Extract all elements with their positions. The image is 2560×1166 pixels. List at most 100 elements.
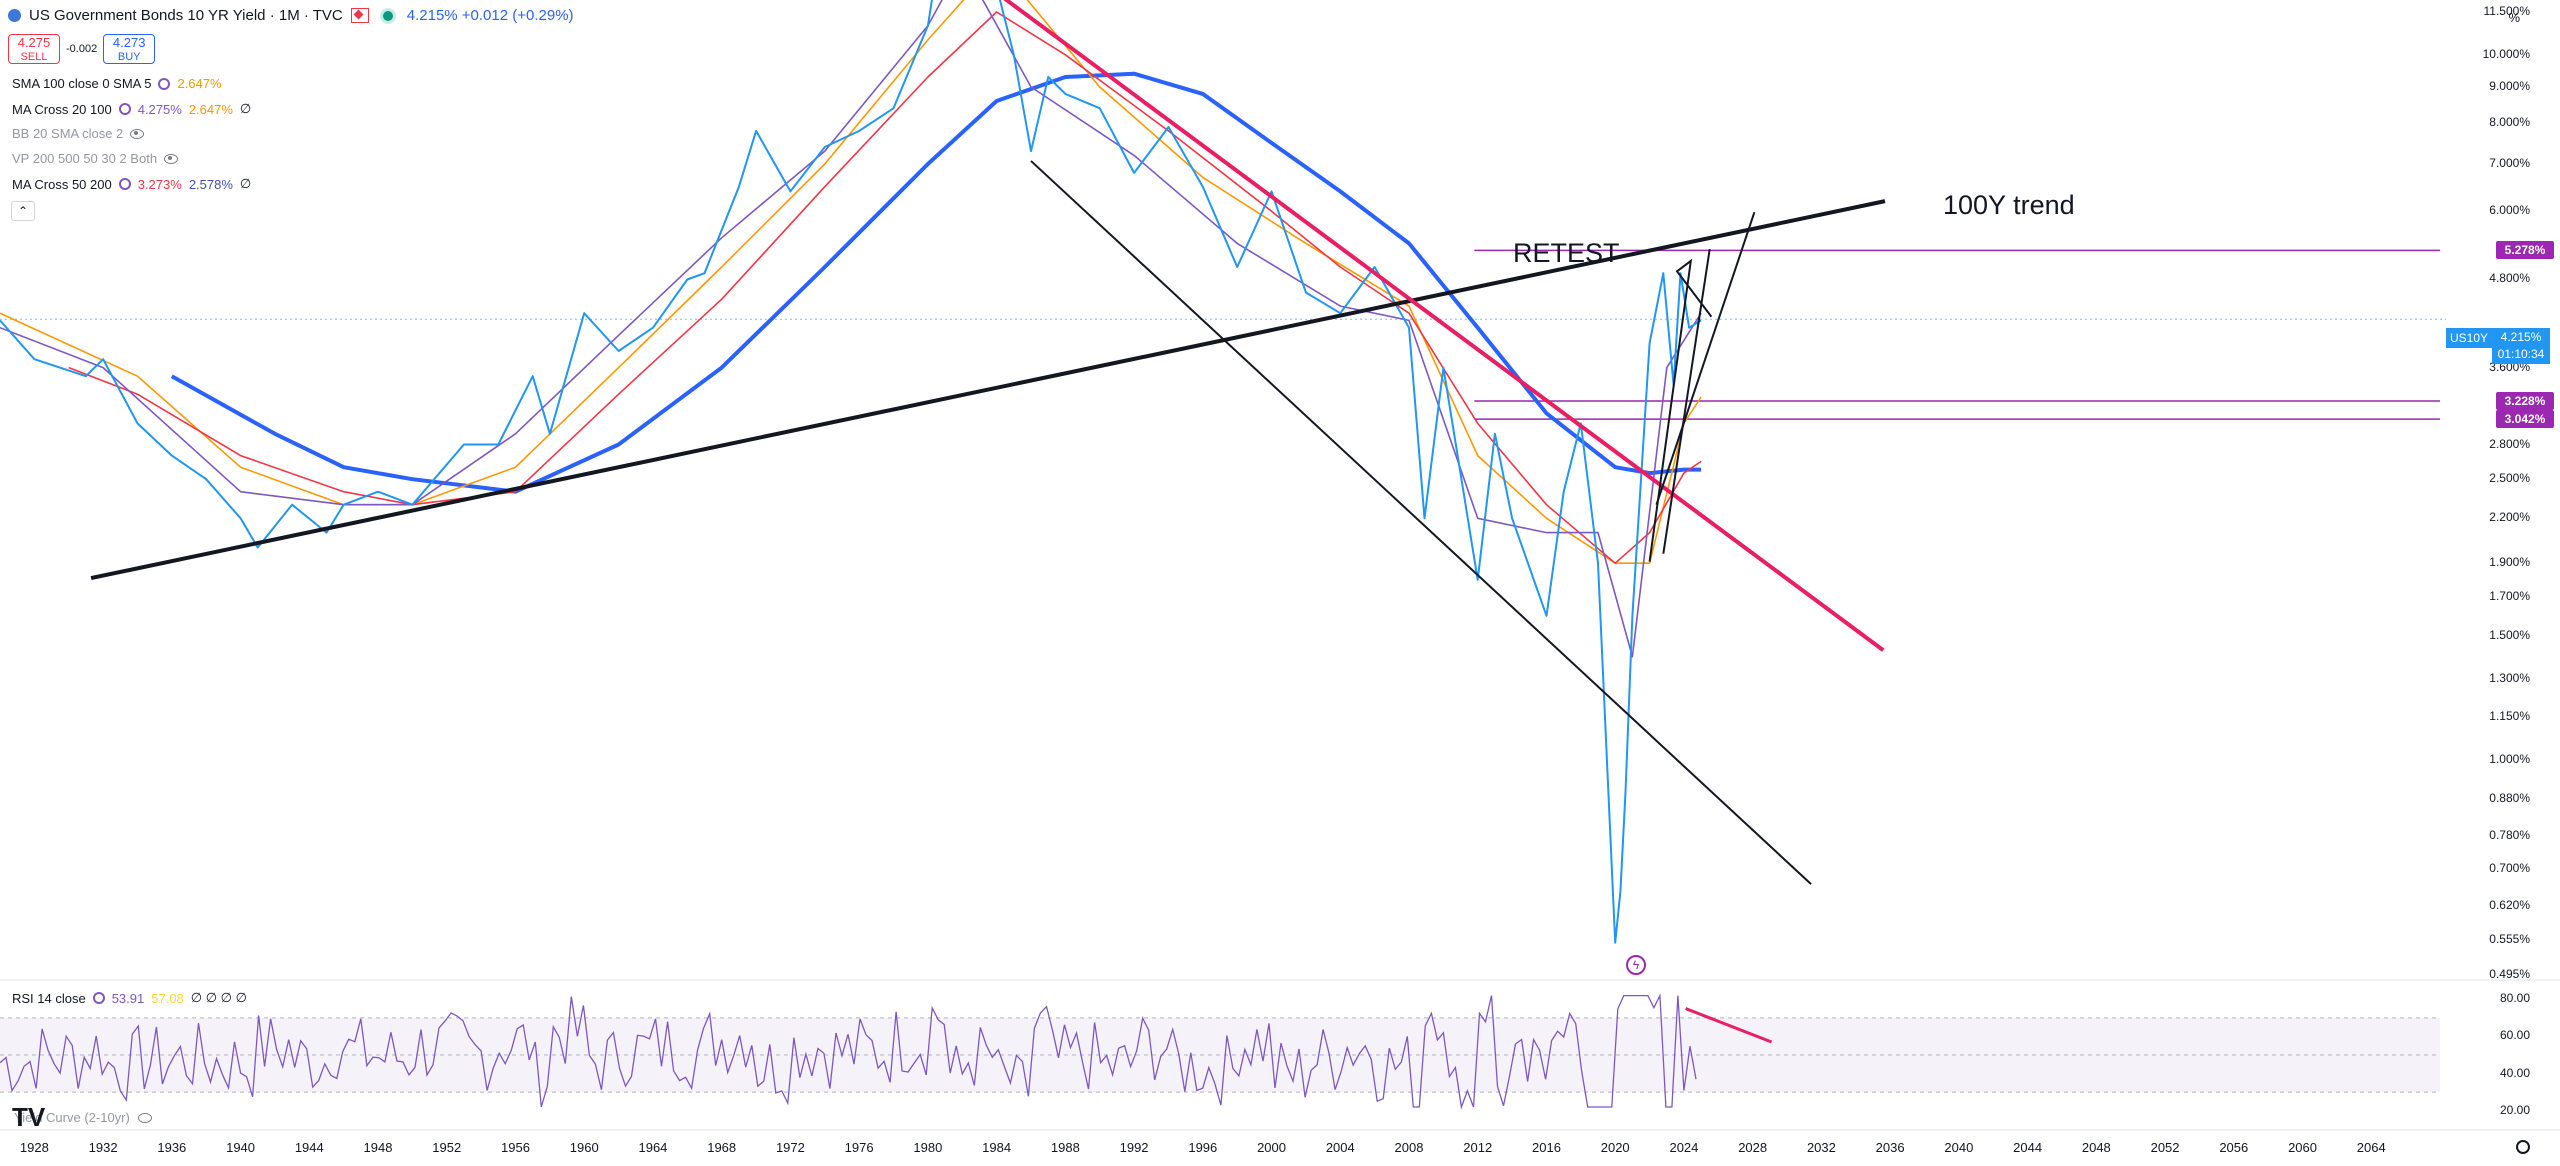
rsi-signal: 57.08 (151, 990, 184, 1006)
time-axis-label: 1972 (775, 1140, 805, 1155)
indicator-row[interactable]: VP 200 500 50 30 2 Both (12, 151, 179, 166)
sell-label: SELL (20, 51, 48, 63)
last-price-tag: US10Y 4.215% 01:10:34 (2446, 328, 2550, 364)
gear-icon[interactable] (2516, 1140, 2530, 1154)
time-axis-label: 2000 (1257, 1140, 1286, 1155)
price-axis-label: 0.620% (2489, 898, 2530, 913)
price-axis-label: 1.300% (2489, 671, 2530, 686)
time-axis-label: 2032 (1806, 1140, 1836, 1155)
time-axis-label: 1980 (913, 1140, 943, 1155)
source-icon[interactable] (158, 77, 171, 90)
time-axis-label: 2064 (2356, 1140, 2386, 1155)
time-axis-label: 2052 (2150, 1140, 2180, 1155)
symbol-icon (8, 9, 21, 22)
market-status-icon (382, 10, 393, 21)
price-axis-label: 0.495% (2489, 967, 2530, 981)
indicator-label: BB 20 SMA close 2 (12, 126, 124, 141)
rsi-label[interactable]: RSI 14 close (12, 990, 86, 1006)
series-line-ma-100 (68, 11, 1702, 565)
flag-icon[interactable] (350, 8, 369, 23)
time-axis-label: 1956 (501, 1140, 530, 1155)
indicator-value: 3.273% (137, 176, 182, 192)
indicator-label: MA Cross 50 200 (12, 176, 112, 192)
source-icon[interactable] (118, 103, 131, 115)
lightning-icon[interactable]: ϟ (1626, 955, 1646, 975)
rsi-extras: ∅ ∅ ∅ ∅ (190, 990, 247, 1005)
price-axis-label: 4.800% (2489, 271, 2530, 286)
time-axis-label: 1948 (363, 1140, 393, 1155)
rsi-axis-label: 20.00 (2499, 1102, 2530, 1117)
indicator-row[interactable]: MA Cross 50 200 3.273% 2.578% ∅ (12, 176, 251, 192)
eye-off-icon[interactable] (164, 153, 179, 164)
trade-panel: 4.275 SELL -0.002 4.273 BUY (8, 34, 156, 64)
series-line-ma-20 (0, 0, 1702, 658)
time-axis-label: 1936 (157, 1140, 187, 1155)
eye-off-icon[interactable] (130, 128, 145, 139)
time-axis-label: 1984 (982, 1140, 1012, 1155)
time-axis-label: 1932 (88, 1140, 118, 1155)
time-axis-label: 1988 (1050, 1140, 1080, 1155)
price-axis-label: 1.500% (2489, 627, 2530, 642)
retest-annotation[interactable]: RETEST (1513, 238, 1620, 268)
price-axis-label: 0.780% (2489, 827, 2530, 842)
yield-curve-label[interactable]: Yield Curve (2-10yr) (14, 1110, 130, 1125)
quote-change: 4.215% +0.012 (+0.29%) (406, 7, 574, 24)
time-axis-label: 2036 (1875, 1140, 1905, 1155)
indicator-label: VP 200 500 50 30 2 Both (12, 151, 158, 166)
trendline-downtrend (1003, 0, 1885, 652)
indicator-value: 2.578% (188, 176, 233, 192)
last-price-value: 4.215% (2500, 330, 2542, 344)
chart-header: US Government Bonds 10 YR Yield · 1M · T… (8, 7, 574, 24)
buy-button[interactable]: 4.273 BUY (103, 34, 156, 64)
rsi-axis-label: 60.00 (2499, 1028, 2530, 1043)
collapse-legend-button[interactable]: ⌃ (11, 201, 35, 221)
price-axis-label: 0.555% (2489, 931, 2530, 946)
indicator-value: 2.647% (177, 76, 222, 91)
time-axis-label: 2028 (1738, 1140, 1768, 1155)
indicator-row[interactable]: MA Cross 20 100 4.275% 2.647% ∅ (12, 101, 251, 117)
time-axis-label: 2056 (2219, 1140, 2249, 1155)
indicator-value: ∅ (239, 101, 252, 116)
price-axis-label: 1.000% (2489, 751, 2530, 766)
price-axis-label: 1.150% (2489, 708, 2530, 723)
price-axis-label: 0.700% (2489, 860, 2530, 875)
buy-price: 4.273 (112, 35, 146, 50)
grid (0, 249, 2560, 1131)
indicator-label: SMA 100 close 0 SMA 5 (12, 76, 152, 91)
level-price-tag: 3.228% (2496, 391, 2554, 410)
price-axis-label: 11.500% (2483, 4, 2530, 18)
indicator-row[interactable]: SMA 100 close 0 SMA 5 2.647% (12, 76, 222, 91)
buy-label: BUY (117, 51, 141, 63)
time-axis-label: 2004 (1325, 1140, 1355, 1155)
chart-title[interactable]: US Government Bonds 10 YR Yield · 1M · T… (29, 7, 343, 24)
rsi-pane (0, 993, 2440, 1110)
time-axis-label: 1952 (432, 1140, 462, 1155)
last-price-box: 4.215% 01:10:34 (2492, 328, 2550, 364)
eye-icon[interactable] (137, 1112, 152, 1123)
indicator-row[interactable]: BB 20 SMA close 2 (12, 126, 145, 141)
price-axis-label: 9.000% (2489, 79, 2530, 94)
time-axis-label: 2012 (1463, 1140, 1493, 1155)
retest-lines (1648, 258, 1713, 562)
price-axis-label: 10.000% (2482, 46, 2530, 61)
tradingview-logo: TV (12, 1102, 46, 1132)
time-axis-label: 1992 (1119, 1140, 1149, 1155)
price-axis-label: 8.000% (2489, 115, 2530, 130)
level-price-tag: 5.278% (2496, 241, 2554, 260)
time-axis-label: 1996 (1188, 1140, 1218, 1155)
indicator-value: ∅ (239, 176, 252, 191)
spread-value: -0.002 (66, 43, 98, 55)
indicator-value: 2.647% (188, 101, 233, 117)
rsi-axis-label: 40.00 (2499, 1065, 2530, 1080)
sell-price: 4.275 (17, 35, 51, 50)
time-axis-label: 2044 (2013, 1140, 2043, 1155)
source-icon[interactable] (118, 178, 131, 190)
price-axis-label: 2.500% (2489, 471, 2530, 486)
time-axis-label: 1944 (294, 1140, 324, 1155)
price-axis-label: 1.700% (2489, 589, 2530, 604)
trend-annotation[interactable]: 100Y trend (1943, 190, 2075, 220)
rsi-trendline (1685, 1007, 1773, 1044)
sell-button[interactable]: 4.275 SELL (8, 34, 60, 64)
last-price-symbol: US10Y (2446, 328, 2492, 348)
